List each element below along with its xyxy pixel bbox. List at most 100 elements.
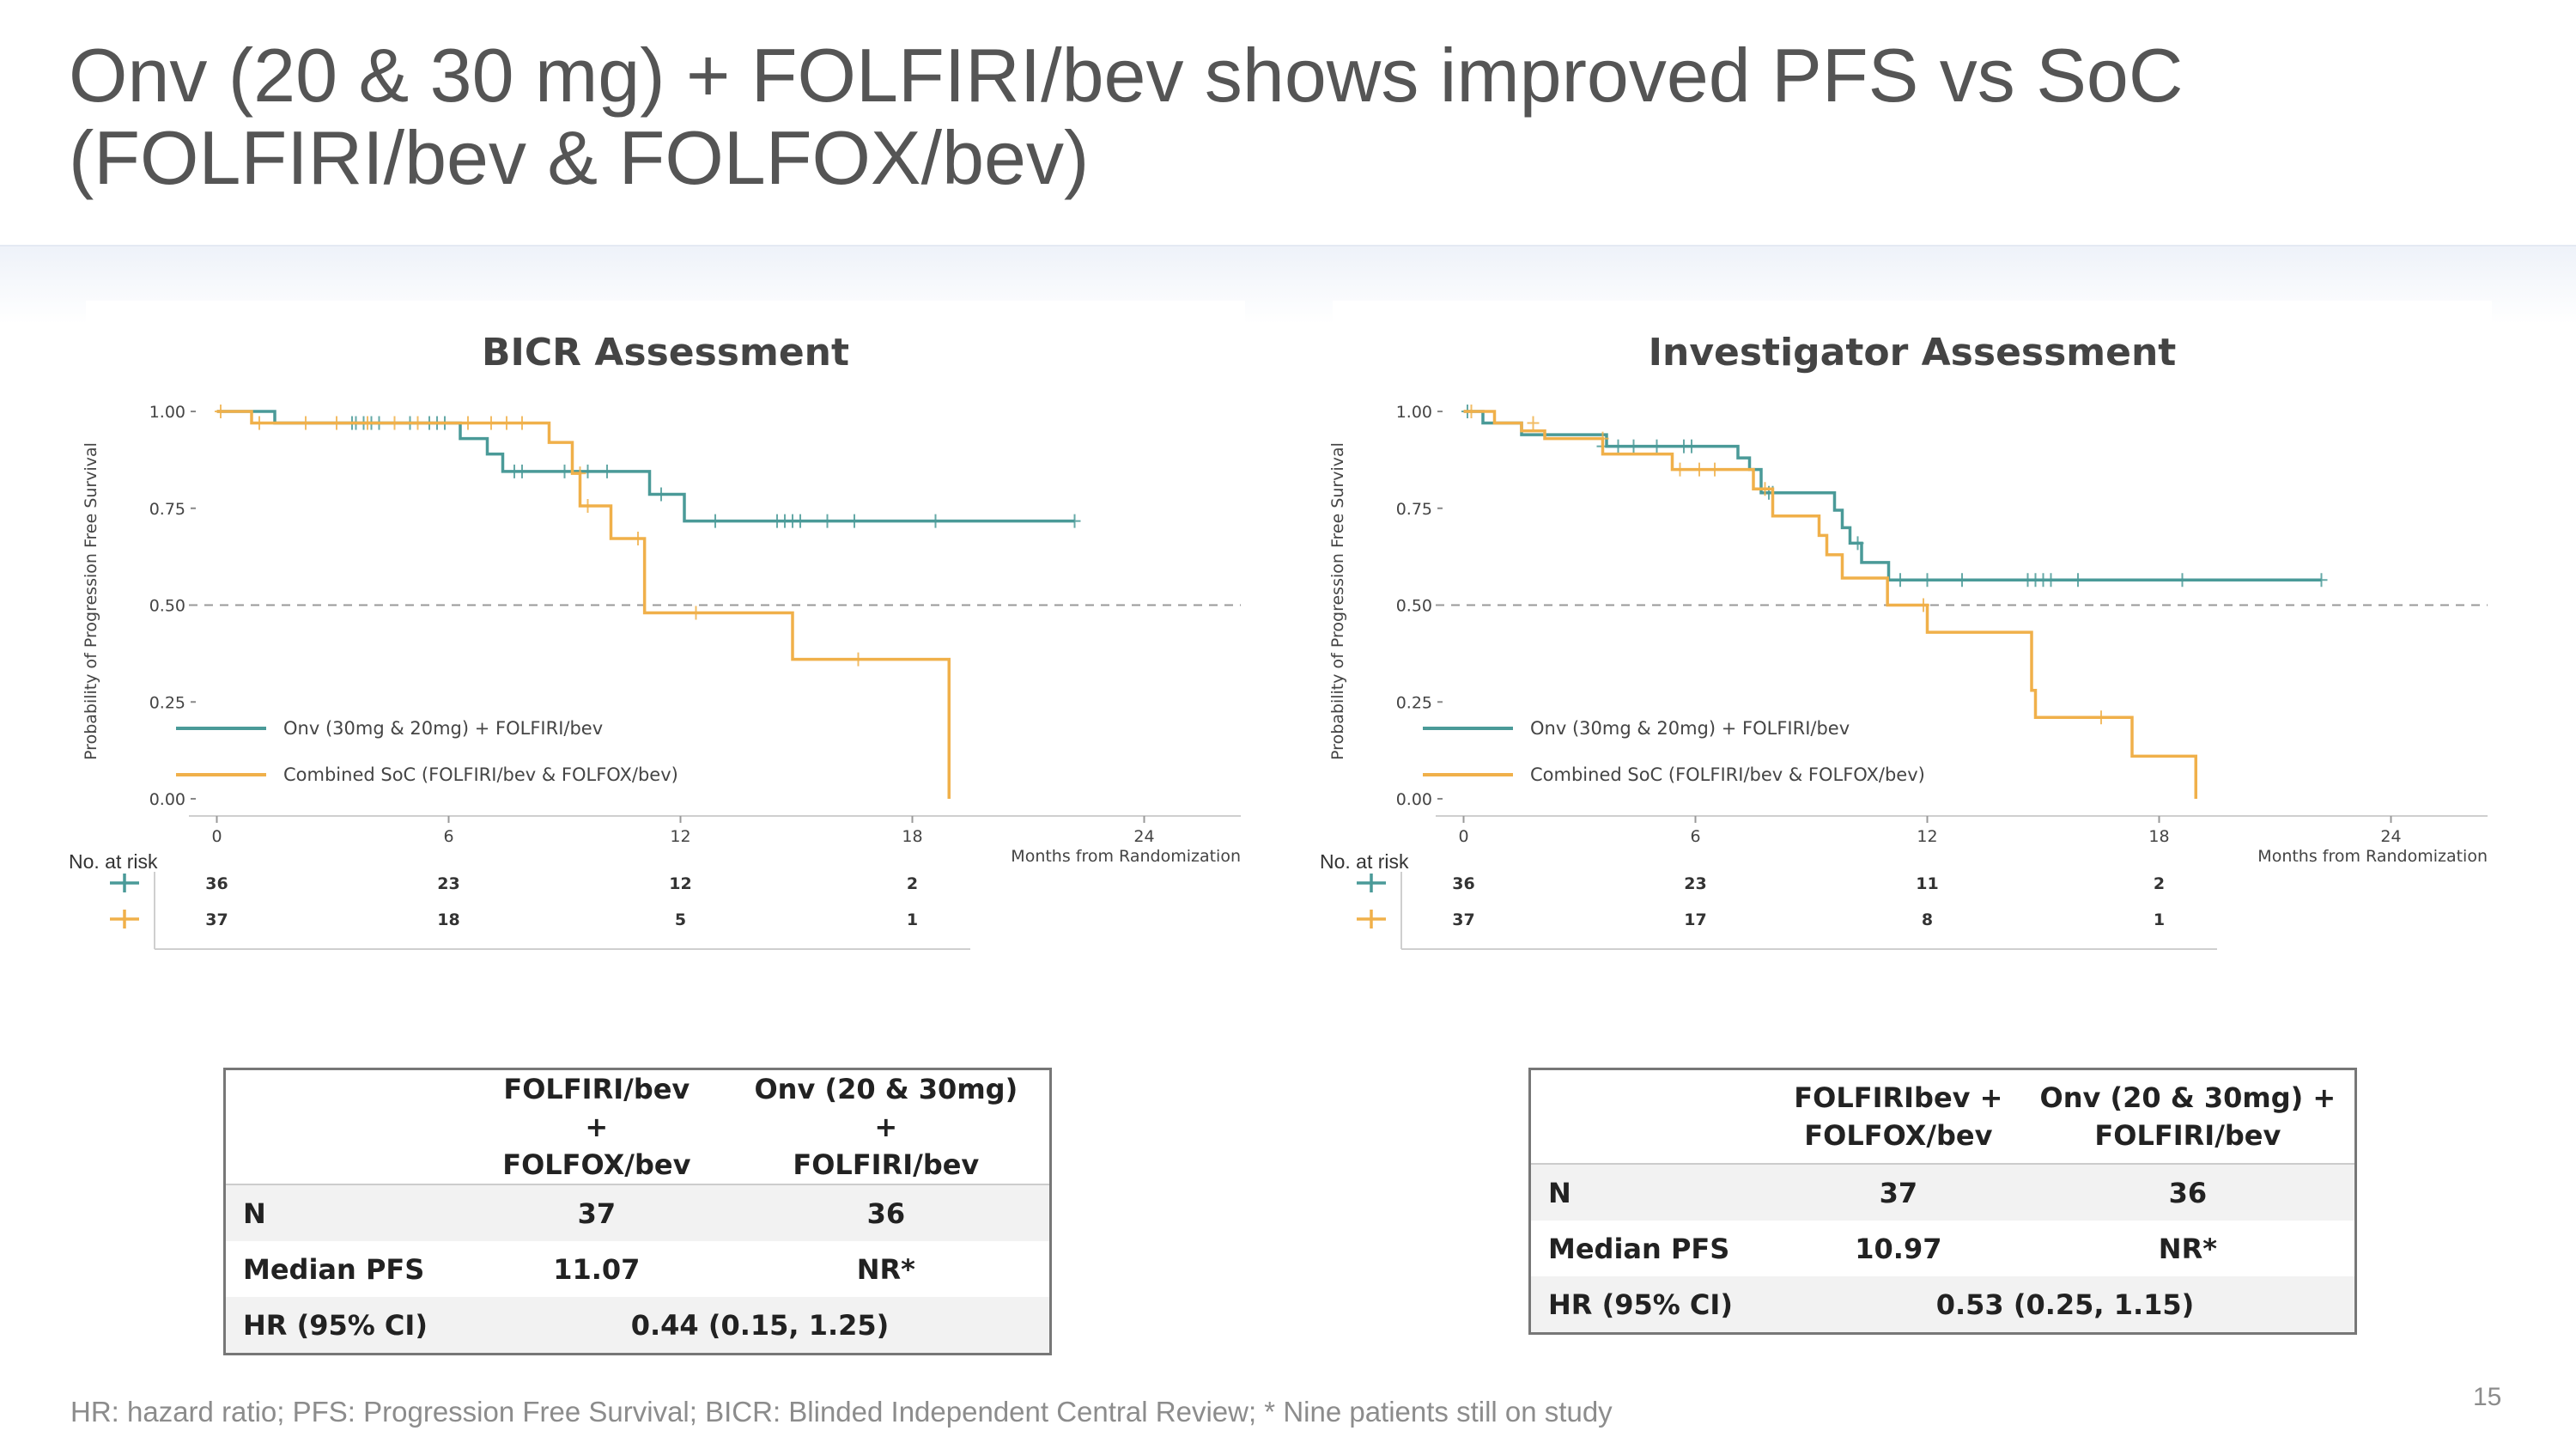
censor-mark: [655, 487, 667, 502]
table-row-median-pfs: Median PFS 11.07 NR*: [224, 1241, 1051, 1297]
censor-mark: [574, 466, 586, 481]
censor-mark: [1894, 573, 1906, 588]
censor-mark: [516, 464, 528, 478]
y-tick-label: 0.25: [1396, 693, 1432, 712]
censor-mark: [821, 514, 834, 528]
censor-mark: [929, 514, 942, 528]
median-pfs-soc: 10.97: [1776, 1221, 2021, 1276]
at-risk-count: 36: [205, 874, 228, 893]
y-tick-label: 1.00: [149, 403, 185, 422]
x-tick-label: 12: [670, 827, 690, 846]
at-risk-count: 2: [907, 874, 918, 893]
at-risk-series-marker: [1357, 874, 1386, 892]
bicr-chart-title: BICR Assessment: [481, 331, 850, 374]
at-risk-count: 17: [1684, 910, 1706, 929]
censor-mark: [1956, 573, 1968, 588]
censor-mark: [253, 416, 265, 430]
y-tick-label: 0.50: [1396, 597, 1432, 616]
at-risk-count: 1: [2154, 910, 2165, 929]
censor-mark: [1465, 405, 1478, 419]
censor-mark: [388, 416, 401, 430]
censor-mark: [361, 416, 374, 430]
page-number: 15: [2473, 1383, 2502, 1411]
row-label-median-pfs: Median PFS: [224, 1241, 471, 1297]
header-line: FOLFIRIbev +: [1794, 1081, 2003, 1114]
censor-mark: [215, 405, 227, 419]
y-axis-label: Probability of Progression Free Survival: [1328, 442, 1347, 760]
km-curve-series-1: [216, 410, 1075, 523]
at-risk-count: 23: [1684, 874, 1706, 893]
footnote: HR: hazard ratio; PFS: Progression Free …: [70, 1396, 1613, 1428]
x-axis-label: Months from Randomization: [1011, 847, 1241, 866]
at-risk-series-marker: [110, 874, 139, 892]
censor-mark: [1921, 573, 1934, 588]
censor-mark: [1709, 462, 1721, 477]
censor-mark: [690, 606, 702, 620]
y-tick-label: 0.00: [1396, 790, 1432, 809]
censor-mark: [794, 514, 806, 528]
at-risk-count: 5: [675, 910, 686, 929]
investigator-km-chart: Probability of Progression Free Survival…: [1328, 403, 2488, 950]
x-tick-label: 6: [443, 827, 453, 846]
y-tick-label: 0.50: [149, 597, 185, 616]
x-tick-label: 24: [1133, 827, 1154, 846]
at-risk-count: 23: [437, 874, 459, 893]
censor-mark: [1596, 431, 1609, 446]
row-label-n: N: [224, 1184, 471, 1241]
censor-mark: [485, 416, 497, 430]
hr-value: 0.44 (0.15, 1.25): [471, 1297, 1051, 1355]
table-header-soc: FOLFIRIbev + FOLFOX/bev: [1776, 1068, 2021, 1165]
censor-mark: [516, 416, 528, 430]
table-row-n: N 37 36: [224, 1184, 1051, 1241]
censor-mark: [852, 652, 865, 667]
x-tick-label: 18: [2148, 827, 2169, 846]
censor-mark: [2072, 573, 2084, 588]
header-line: FOLFIRI/bev: [2094, 1119, 2281, 1152]
censor-mark: [2044, 573, 2057, 588]
y-tick-label: 1.00: [1396, 403, 1432, 422]
km-curve-series-2: [1463, 410, 2197, 799]
slide-title-line-1: Onv (20 & 30 mg) + FOLFIRI/bev shows imp…: [69, 33, 2184, 118]
table-header-empty: [1529, 1068, 1776, 1165]
x-tick-label: 6: [1690, 827, 1700, 846]
table-row-median-pfs: Median PFS 10.97 NR*: [1529, 1221, 2356, 1276]
censor-mark: [300, 416, 312, 430]
x-axis-label: Months from Randomization: [2257, 847, 2488, 866]
x-tick-label: 12: [1917, 827, 1937, 846]
censor-mark: [1674, 462, 1686, 477]
at-risk-count: 12: [669, 874, 691, 893]
censor-mark: [1650, 439, 1663, 454]
legend-label: Combined SoC (FOLFIRI/bev & FOLFOX/bev): [283, 764, 678, 785]
table-header-empty: [224, 1068, 471, 1185]
censor-mark: [2095, 710, 2107, 725]
investigator-at-risk-label: No. at risk: [1320, 850, 1409, 873]
at-risk-count: 2: [2154, 874, 2165, 893]
bicr-at-risk-label: No. at risk: [69, 850, 158, 873]
censor-mark: [501, 416, 513, 430]
censor-mark: [1627, 439, 1640, 454]
censor-mark: [1686, 439, 1698, 454]
table-row-n: N 37 36: [1529, 1164, 2356, 1221]
median-pfs-onv: NR*: [722, 1241, 1051, 1297]
table-header-onv: Onv (20 & 30mg) + FOLFIRI/bev: [2020, 1068, 2356, 1165]
x-tick-label: 0: [211, 827, 222, 846]
censor-mark: [1851, 536, 1864, 551]
y-tick-label: 0.75: [149, 500, 185, 519]
investigator-stats-table: FOLFIRIbev + FOLFOX/bev Onv (20 & 30mg) …: [1528, 1068, 2357, 1335]
hr-value: 0.53 (0.25, 1.15): [1776, 1276, 2356, 1334]
at-risk-count: 8: [1922, 910, 1933, 929]
slide-title-line-2: (FOLFIRI/bev & FOLFOX/bev): [69, 115, 1090, 200]
row-label-hr: HR (95% CI): [1529, 1276, 1776, 1334]
legend-label: Onv (30mg & 20mg) + FOLFIRI/bev: [1530, 718, 1850, 739]
y-axis-label: Probability of Progression Free Survival: [82, 442, 100, 760]
median-pfs-onv: NR*: [2020, 1221, 2356, 1276]
x-tick-label: 18: [902, 827, 922, 846]
censor-mark: [1527, 416, 1540, 430]
censor-mark: [2176, 573, 2189, 588]
row-label-median-pfs: Median PFS: [1529, 1221, 1776, 1276]
table-header-row: FOLFIRI/bev + FOLFOX/bev Onv (20 & 30mg)…: [224, 1068, 1051, 1185]
table-header-row: FOLFIRIbev + FOLFOX/bev Onv (20 & 30mg) …: [1529, 1068, 2356, 1165]
censor-mark: [581, 499, 594, 514]
censor-mark: [1917, 598, 1929, 612]
at-risk-count: 18: [437, 910, 459, 929]
